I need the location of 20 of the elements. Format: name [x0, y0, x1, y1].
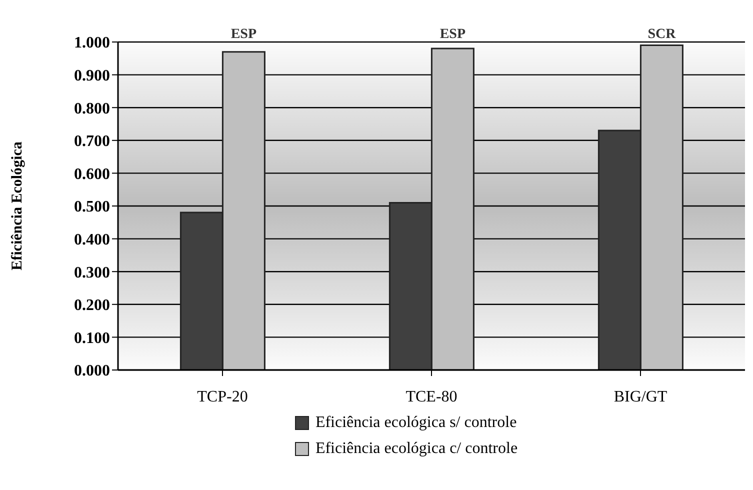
y-tick-label: 0.700	[74, 133, 110, 150]
legend-label: Eficiência ecológica c/ controle	[315, 439, 518, 459]
x-tick-label: TCP-20	[197, 388, 248, 406]
annotation: ESP	[230, 27, 257, 42]
y-tick-label: 0.600	[74, 166, 110, 183]
x-tick-label: BIG/GT	[614, 388, 668, 406]
y-tick-label: 0.900	[74, 67, 110, 84]
x-tick-label: TCE-80	[406, 388, 458, 406]
y-tick-label: 0.800	[74, 100, 110, 118]
y-axis-title: Eficiência Ecológica	[9, 141, 26, 270]
annotation: ESP	[440, 27, 466, 42]
y-tick-label: 0.100	[74, 330, 110, 347]
y-tick-label: 0.300	[74, 264, 110, 282]
legend-label: Eficiência ecológica s/ controle	[315, 413, 517, 433]
annotation: SCR	[648, 27, 677, 42]
y-tick-label: 0.400	[74, 231, 110, 248]
y-tick-label: 0.000	[74, 362, 110, 380]
y-tick-label: 0.200	[74, 297, 110, 314]
y-tick-label: 0.500	[74, 198, 110, 216]
y-tick-label: 1.000	[74, 34, 110, 52]
